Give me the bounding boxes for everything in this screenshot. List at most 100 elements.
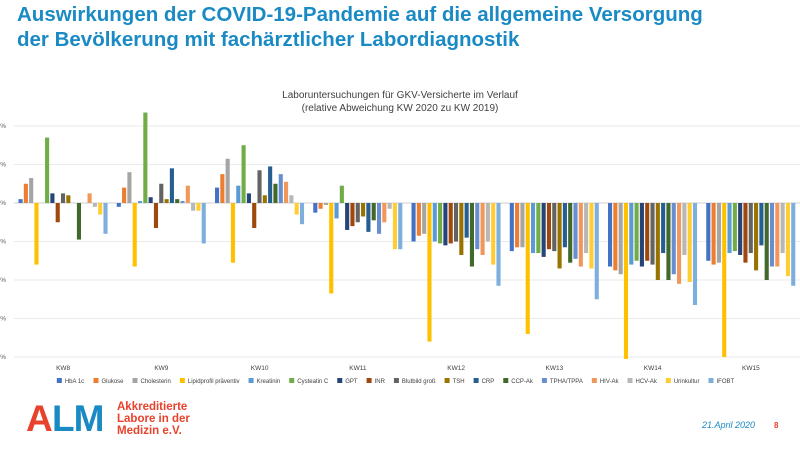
bar [392,203,397,250]
bar [743,203,748,263]
bar [432,203,437,242]
bar [448,203,453,244]
legend-swatch [708,378,714,383]
bar [339,185,344,203]
bar [169,168,174,203]
bar [236,185,241,203]
bar [92,203,97,207]
legend-label: Blutbild groß [402,379,436,385]
bar [334,203,339,219]
logo-letter-a: A [26,398,53,439]
legend-swatch [56,378,62,383]
bar [127,172,132,203]
category-label: KW9 [154,365,168,372]
legend-swatch [366,378,372,383]
legend-label: CCP-Ak [511,379,534,385]
legend-label: Lipidprofil präventiv [188,379,240,385]
bar [775,203,780,267]
x-axis-categories: KW8 KW9 KW10 KW11 KW12 KW13 KW14 KW15 [56,365,760,372]
legend-item: Lipidprofil präventiv [179,378,240,385]
legend-swatch [393,378,399,383]
bar [557,203,562,269]
logo-line-1: Akkreditierte [117,401,188,413]
bar [562,203,567,248]
logo-line-2: Labore in der [117,413,190,425]
legend-label: TPHA/TPPA [550,379,583,385]
bar [785,203,790,277]
bar [98,203,103,215]
bar [371,203,376,221]
bar [278,174,283,203]
bar [366,203,371,232]
bar [180,201,185,203]
legend-item: Cholesterin [132,378,171,385]
legend-item: HbA 1c [56,378,84,385]
legend-label: Cholesterin [141,379,171,385]
bar [692,203,698,306]
bar [29,177,34,203]
legend-label: Cysteatin C [297,379,329,385]
bar [185,185,190,203]
bar [159,183,164,203]
bar [103,203,108,234]
legend-label: HCV-Ak [635,379,657,385]
slide-title-line-1: Auswirkungen der COVID-19-Pandemie auf d… [17,3,703,26]
legend-swatch [541,378,547,383]
bar [50,193,55,203]
bar [143,112,148,203]
bar [215,187,220,203]
legend-label: GPT [345,379,358,385]
bar [754,203,759,271]
bar [438,203,443,244]
legend-label: HIV-Ak [600,379,620,385]
bar [376,203,382,234]
bar [262,195,267,203]
bar [536,203,541,254]
bar [594,203,599,300]
bar [623,203,629,359]
legend-item: IFOBT [708,378,735,385]
bar [515,203,520,248]
bar [175,199,180,203]
bar [661,203,666,254]
category-label: KW8 [56,365,70,372]
bar-series [18,112,796,359]
bar [289,195,294,203]
bar [496,203,501,286]
bar [387,203,392,209]
legend-swatch [627,378,633,383]
bar [191,203,196,211]
bar [87,193,92,203]
bar [60,193,66,203]
bar [682,203,687,255]
bar [738,203,743,255]
bar [66,195,71,203]
bar [345,203,350,230]
bar [639,203,644,267]
page-number: 8 [774,421,779,430]
legend-item: Cysteatin C [289,378,329,385]
bar [629,203,634,265]
bar [485,203,490,242]
bar [201,203,206,244]
legend: HbA 1c Glukose Cholesterin Lipidprofil präv… [56,378,735,385]
bar [541,203,546,257]
legend-swatch [473,378,479,383]
bar [677,203,682,284]
category-label: KW10 [251,365,269,372]
legend-item: Glukose [93,378,125,385]
bar [382,203,387,223]
bar [706,203,711,261]
bar [666,203,671,280]
legend-label: TSH [453,379,465,385]
legend-item: HIV-Ak [591,378,620,385]
y-tick-label: 0% [0,123,6,130]
legend-item: Urinkultur [665,378,700,385]
logo-letters-lm: LM [52,398,104,439]
category-label: KW11 [349,365,367,372]
legend-swatch [503,378,509,383]
bar [273,183,278,203]
bar [398,203,403,250]
legend-label: Glukose [102,379,125,385]
bar [552,203,557,252]
